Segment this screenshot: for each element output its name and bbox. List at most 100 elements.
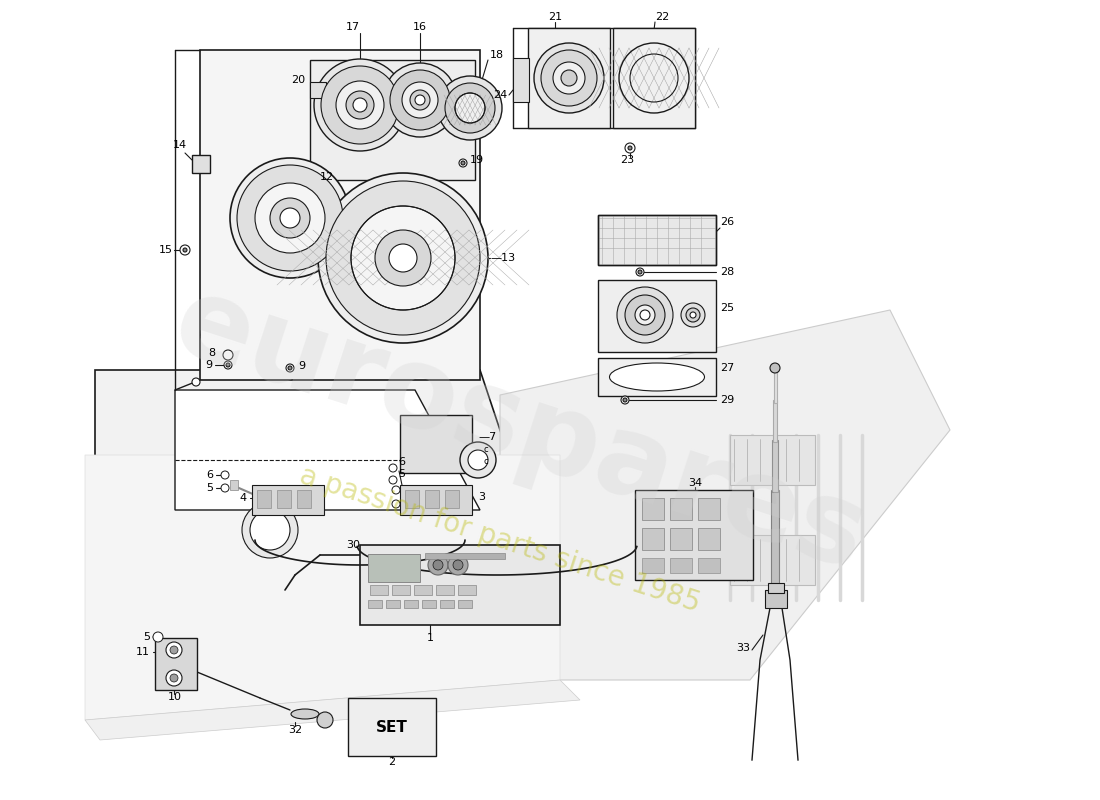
Circle shape [628,146,632,150]
Text: 22: 22 [654,12,669,22]
Circle shape [166,670,182,686]
Bar [425,490,439,508]
Bar [698,558,720,573]
Bar [598,215,716,265]
Text: c: c [484,446,488,454]
Bar [436,585,454,595]
Circle shape [226,363,230,367]
Text: 23: 23 [620,155,634,165]
Text: —7: —7 [478,432,496,442]
Circle shape [438,76,502,140]
Circle shape [625,295,666,335]
Text: 30: 30 [346,540,360,550]
Circle shape [170,646,178,654]
Bar [772,440,778,492]
Text: 17: 17 [345,22,360,32]
Circle shape [623,398,627,402]
Circle shape [317,712,333,728]
Circle shape [221,471,229,479]
Circle shape [770,363,780,373]
Bar [404,600,418,608]
Bar [360,545,560,625]
Bar [257,490,271,508]
Bar [764,590,786,608]
Circle shape [389,476,397,484]
Text: 2: 2 [388,757,396,767]
Text: 26: 26 [720,217,734,227]
Circle shape [455,93,485,123]
Bar [698,528,720,550]
Circle shape [224,361,232,369]
Circle shape [428,555,448,575]
Circle shape [223,350,233,360]
Text: c: c [484,458,488,466]
Polygon shape [85,455,560,720]
Text: 3: 3 [478,492,485,502]
Polygon shape [200,50,480,380]
Bar [773,400,777,442]
Circle shape [534,43,604,113]
Text: —13: —13 [490,253,515,263]
Circle shape [459,159,468,167]
Circle shape [392,500,400,508]
Bar [642,558,664,573]
Circle shape [250,510,290,550]
Text: 15: 15 [160,245,173,255]
Circle shape [351,206,455,310]
Bar [458,600,472,608]
Text: a passion for parts since 1985: a passion for parts since 1985 [296,462,704,618]
Circle shape [280,208,300,228]
Text: 9: 9 [205,360,212,370]
Text: 5: 5 [143,632,150,642]
Bar [400,485,472,515]
Bar [392,585,410,595]
Bar [446,490,459,508]
Circle shape [553,62,585,94]
Circle shape [321,66,399,144]
Ellipse shape [292,709,319,719]
Circle shape [561,70,578,86]
Bar [730,435,815,485]
Circle shape [390,70,450,130]
Bar [310,60,475,180]
Text: 5: 5 [398,469,405,479]
Circle shape [383,63,456,137]
Bar [368,554,420,582]
Bar [771,490,779,585]
Circle shape [255,183,324,253]
Circle shape [625,143,635,153]
Bar [598,358,716,396]
Text: 28: 28 [720,267,735,277]
Text: 4: 4 [240,493,248,503]
Circle shape [153,632,163,642]
Text: 19: 19 [470,155,484,165]
Circle shape [270,198,310,238]
Bar [613,28,695,128]
Polygon shape [175,390,480,510]
Bar [230,480,238,490]
Circle shape [541,50,597,106]
Bar [730,535,815,585]
Circle shape [336,81,384,129]
Bar [252,485,324,515]
Bar [440,600,454,608]
Circle shape [460,442,496,478]
Text: 29: 29 [720,395,735,405]
Text: 6: 6 [398,457,405,467]
Bar [598,280,716,352]
Bar [670,498,692,520]
Bar [348,698,436,756]
Bar [458,585,476,595]
Text: 10: 10 [168,692,182,702]
Bar [642,498,664,520]
Circle shape [389,244,417,272]
Circle shape [375,230,431,286]
Circle shape [446,83,495,133]
Text: 5: 5 [206,483,213,493]
Circle shape [453,560,463,570]
Text: 20: 20 [290,75,305,85]
Text: 1: 1 [427,633,433,643]
Circle shape [346,91,374,119]
Polygon shape [85,680,580,740]
Circle shape [326,181,480,335]
